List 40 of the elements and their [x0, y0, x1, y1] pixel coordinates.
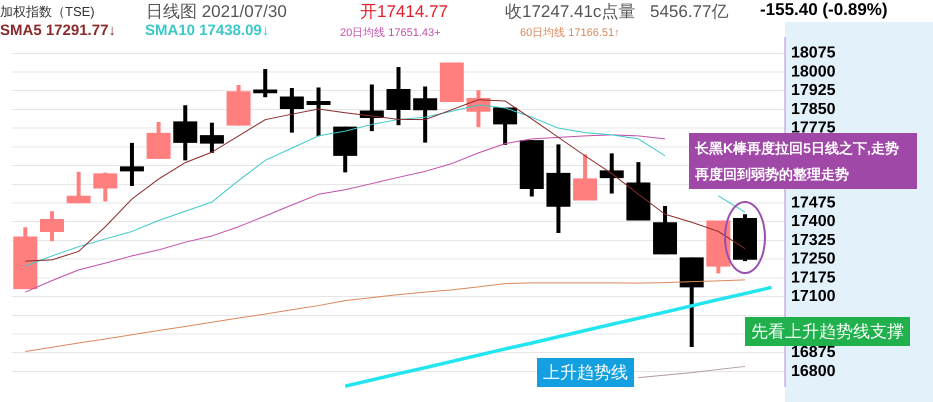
- candlestick: [253, 69, 278, 98]
- text: 开17414.77: [360, 1, 448, 23]
- y-tick-label: 18075: [791, 44, 836, 62]
- chart-title: 加权指数（TSE): [0, 3, 95, 21]
- candlestick: [600, 153, 624, 194]
- y-tick-label: 17250: [791, 250, 836, 268]
- text: SMA10 17438.09↓: [145, 22, 270, 39]
- text: 5456.77亿: [650, 1, 728, 23]
- text: SMA5 17291.77↓: [0, 22, 116, 39]
- candlestick: [200, 122, 224, 153]
- candlestick: [120, 142, 144, 186]
- y-tick-label: 16875: [791, 344, 836, 362]
- y-tick-label: 17775: [791, 120, 836, 137]
- chart-subtitle: 日线图 2021/07/30: [146, 1, 287, 23]
- text: 20日均线 17651.43+: [340, 26, 441, 40]
- candlestick: [280, 88, 304, 133]
- candlestick: [173, 105, 198, 160]
- y-tick-label: 17325: [791, 232, 836, 249]
- y-tick-label: 16800: [791, 362, 836, 380]
- y-tick-label: 17850: [791, 100, 836, 118]
- y-tick-label: 18000: [791, 63, 836, 80]
- candlestick: [413, 86, 438, 143]
- y-tick-label: 17400: [791, 213, 836, 230]
- y-tick-label: 17100: [791, 288, 836, 305]
- candlestick: [66, 172, 91, 204]
- y-tick-label: 17925: [791, 82, 836, 100]
- candlestick: [40, 211, 64, 242]
- text: 60日均线 17166.51↑: [520, 26, 620, 40]
- text: -155.40 (-0.89%): [760, 0, 888, 20]
- candlestick: [493, 107, 518, 145]
- annotation: 上升趋势线: [537, 358, 634, 387]
- annotation: 长黑K棒再度拉回5日线之下,走势再度回到弱势的整理走势: [695, 140, 899, 182]
- y-tick-label: 17175: [791, 269, 836, 286]
- candlestick: [306, 88, 331, 136]
- text: 收17247.41c点量: [505, 1, 636, 23]
- candlestick: [573, 154, 598, 201]
- annotation: 先看上升趋势线支撑: [745, 317, 910, 346]
- candlestick: [386, 67, 410, 126]
- candlestick: [93, 172, 118, 202]
- y-tick-label: 17475: [791, 194, 836, 212]
